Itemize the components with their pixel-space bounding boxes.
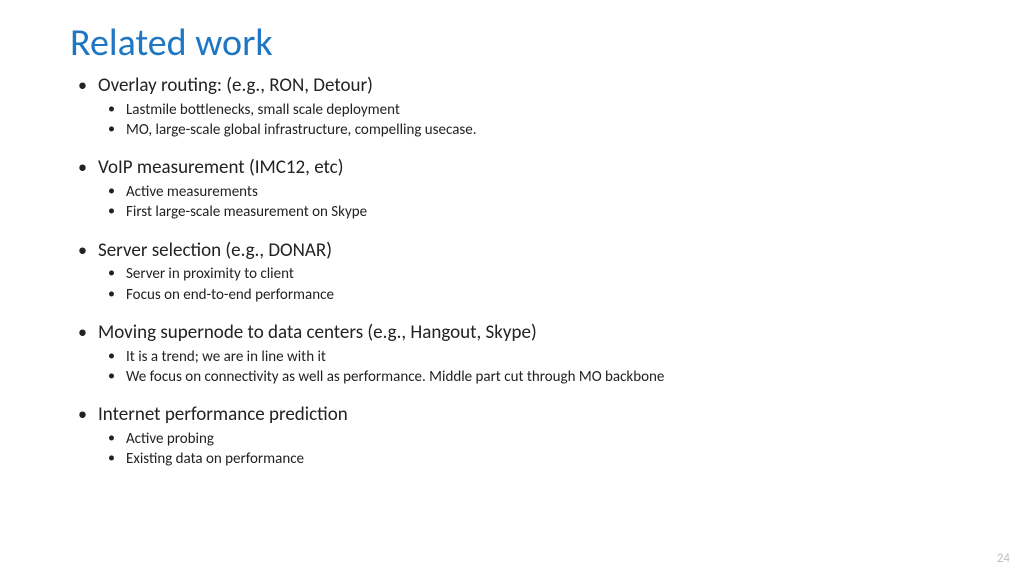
sub-bullet: Active measurements bbox=[126, 183, 258, 201]
sub-bullet: Lastmile bottlenecks, small scale deploy… bbox=[126, 101, 400, 119]
list-item: First large-scale measurement on Skype bbox=[98, 202, 954, 222]
list-item: Existing data on performance bbox=[98, 449, 954, 469]
list-item: VoIP measurement (IMC12, etc) Active mea… bbox=[70, 156, 954, 222]
list-item: We focus on connectivity as well as perf… bbox=[98, 367, 954, 387]
bullet-label: Server selection (e.g., DONAR) bbox=[98, 239, 954, 263]
sub-bullet: Active probing bbox=[126, 430, 214, 448]
bullet-label: VoIP measurement (IMC12, etc) bbox=[98, 156, 954, 180]
slide-content: Overlay routing: (e.g., RON, Detour) Las… bbox=[70, 74, 954, 469]
list-item: It is a trend; we are in line with it bbox=[98, 347, 954, 367]
list-item: Overlay routing: (e.g., RON, Detour) Las… bbox=[70, 74, 954, 140]
list-item: Active probing bbox=[98, 429, 954, 449]
bullet-list: Overlay routing: (e.g., RON, Detour) Las… bbox=[70, 74, 954, 469]
list-item: Server in proximity to client bbox=[98, 264, 954, 284]
slide: Related work Overlay routing: (e.g., RON… bbox=[0, 0, 1024, 576]
sub-list: Active measurements First large-scale me… bbox=[98, 182, 954, 223]
list-item: Active measurements bbox=[98, 182, 954, 202]
list-item: Lastmile bottlenecks, small scale deploy… bbox=[98, 100, 954, 120]
sub-list: Lastmile bottlenecks, small scale deploy… bbox=[98, 100, 954, 141]
sub-bullet: Existing data on performance bbox=[126, 450, 304, 468]
sub-bullet: Server in proximity to client bbox=[126, 265, 294, 283]
list-item: MO, large-scale global infrastructure, c… bbox=[98, 120, 954, 140]
sub-bullet: We focus on connectivity as well as perf… bbox=[126, 368, 664, 386]
bullet-label: Moving supernode to data centers (e.g., … bbox=[98, 321, 954, 345]
sub-bullet: It is a trend; we are in line with it bbox=[126, 348, 326, 366]
bullet-label: Internet performance prediction bbox=[98, 403, 954, 427]
sub-list: Active probing Existing data on performa… bbox=[98, 429, 954, 470]
sub-bullet: First large-scale measurement on Skype bbox=[126, 203, 367, 221]
list-item: Server selection (e.g., DONAR) Server in… bbox=[70, 239, 954, 305]
page-number: 24 bbox=[997, 551, 1010, 566]
sub-bullet: MO, large-scale global infrastructure, c… bbox=[126, 121, 477, 139]
sub-bullet: Focus on end-to-end performance bbox=[126, 286, 334, 304]
sub-list: Server in proximity to client Focus on e… bbox=[98, 264, 954, 305]
list-item: Focus on end-to-end performance bbox=[98, 285, 954, 305]
sub-list: It is a trend; we are in line with it We… bbox=[98, 347, 954, 388]
bullet-label: Overlay routing: (e.g., RON, Detour) bbox=[98, 74, 954, 98]
slide-title: Related work bbox=[70, 20, 954, 66]
list-item: Internet performance prediction Active p… bbox=[70, 403, 954, 469]
list-item: Moving supernode to data centers (e.g., … bbox=[70, 321, 954, 387]
